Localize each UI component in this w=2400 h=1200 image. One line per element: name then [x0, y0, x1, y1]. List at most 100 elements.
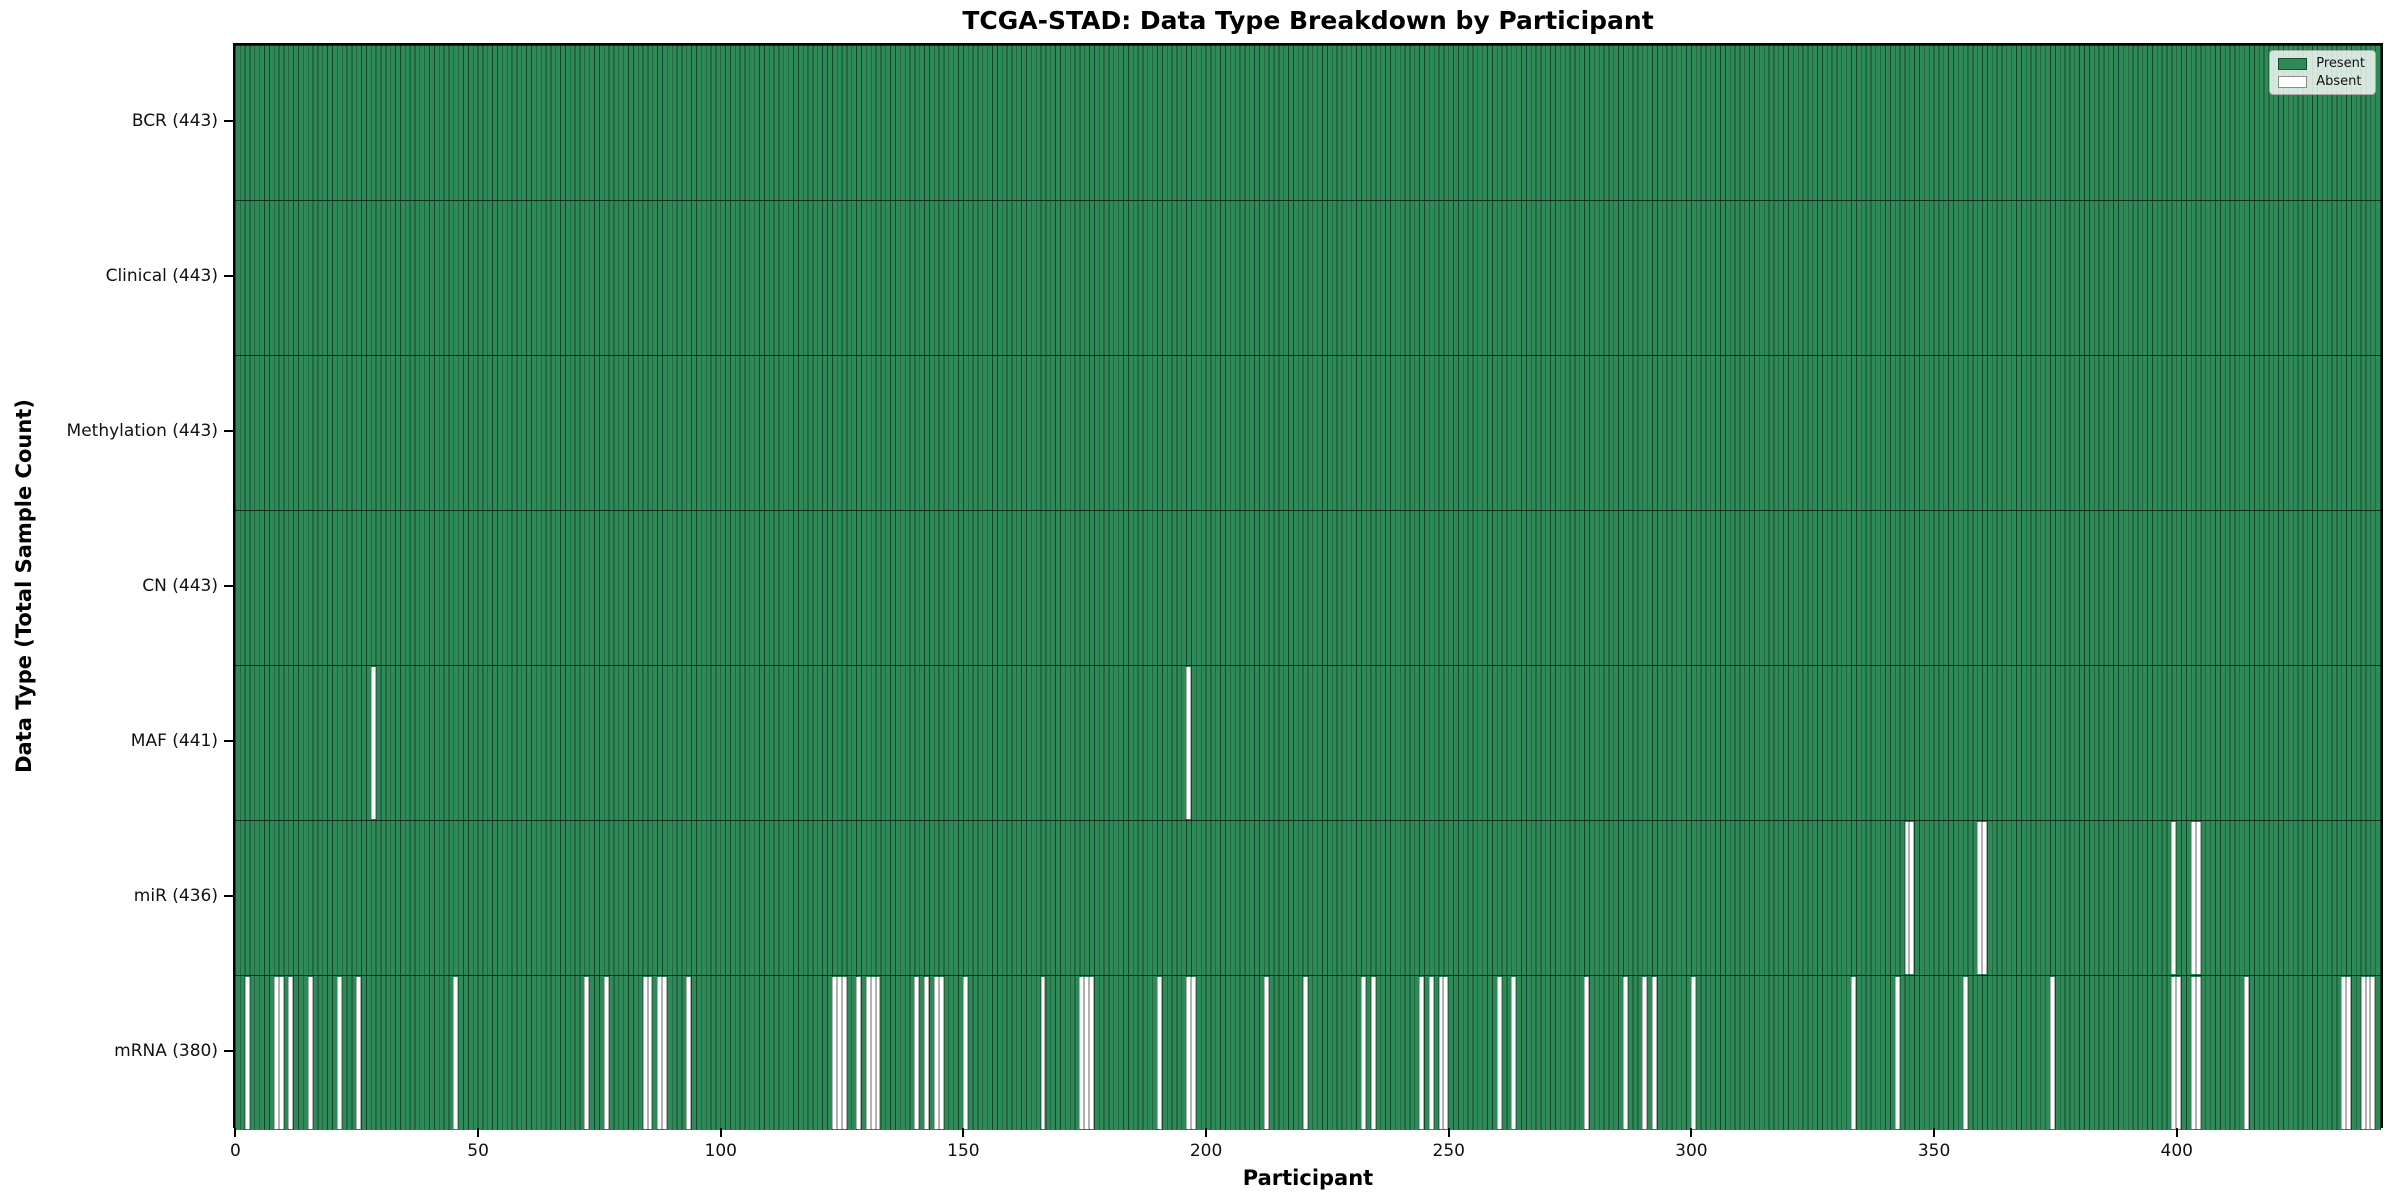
absent-cell-mrna-244: [1419, 977, 1425, 1129]
y-tick-label-maf: MAF (441): [130, 730, 218, 751]
absent-cell-mrna-374: [2050, 977, 2055, 1129]
y-tick-label-bcr: BCR (443): [131, 110, 218, 131]
absent-cell-mrna-356: [1962, 977, 1968, 1129]
x-tick-label-0: 0: [230, 1141, 241, 1161]
absent-cell-mrna-248: [1438, 977, 1444, 1129]
absent-cell-mir-359: [1977, 822, 1983, 974]
row-band-clinical: [235, 200, 2381, 355]
x-tick-label-150: 150: [947, 1141, 980, 1161]
absent-cell-mrna-196: [1186, 977, 1192, 1129]
absent-cell-mrna-435: [2346, 977, 2352, 1129]
y-tick-mark: [224, 119, 233, 122]
absent-cell-mrna-128: [856, 977, 862, 1129]
absent-cell-mrna-131: [870, 977, 876, 1129]
legend-item-absent: Absent: [2278, 75, 2365, 88]
absent-cell-mrna-45: [453, 977, 459, 1129]
absent-cell-mrna-11: [288, 977, 294, 1129]
absent-cell-mir-360: [1982, 822, 1988, 974]
row-band-cn: [235, 510, 2381, 665]
absent-cell-mrna-434: [2341, 977, 2347, 1129]
absent-cell-mrna-440: [2370, 977, 2376, 1129]
absent-cell-mrna-234: [1370, 977, 1376, 1129]
absent-cell-mrna-278: [1584, 977, 1590, 1129]
y-tick-label-mir: miR (436): [133, 885, 218, 906]
absent-cell-mrna-93: [686, 977, 692, 1129]
x-axis-label: Participant: [1242, 1166, 1374, 1190]
row-band-maf: [235, 665, 2381, 820]
plot-area: Present Absent: [233, 43, 2383, 1130]
row-band-mrna: [235, 975, 2381, 1130]
x-tick-label-200: 200: [1189, 1141, 1223, 1161]
absent-cell-mrna-246: [1428, 977, 1434, 1129]
absent-cell-mrna-130: [865, 977, 871, 1129]
absent-cell-mrna-8: [273, 977, 279, 1129]
x-tick-mark: [962, 1128, 965, 1137]
y-tick-label-clinical: Clinical (443): [105, 265, 218, 286]
absent-cell-mrna-142: [924, 977, 929, 1129]
y-tick-mark: [224, 894, 233, 897]
absent-cell-mrna-72: [584, 977, 590, 1129]
absent-cell-mrna-124: [836, 977, 842, 1129]
absent-cell-mrna-403: [2190, 977, 2196, 1129]
absent-cell-mrna-342: [1894, 977, 1900, 1129]
absent-cell-maf-196: [1186, 667, 1192, 819]
absent-cell-mrna-15: [307, 977, 313, 1129]
row-band-methylation: [235, 355, 2381, 510]
absent-cell-mrna-150: [962, 977, 968, 1129]
x-tick-mark: [719, 1128, 722, 1137]
x-tick-mark: [1205, 1128, 1208, 1137]
absent-cell-mrna-404: [2195, 977, 2201, 1129]
absent-cell-mir-403: [2190, 822, 2196, 974]
x-tick-mark: [1447, 1128, 1450, 1137]
absent-cell-mrna-176: [1089, 977, 1095, 1129]
row-band-mir: [235, 820, 2381, 975]
y-tick-mark: [224, 274, 233, 277]
absent-cell-mrna-399: [2171, 977, 2177, 1129]
y-tick-mark: [224, 1049, 233, 1052]
absent-cell-mrna-145: [938, 977, 944, 1129]
legend-label-absent: Absent: [2316, 74, 2362, 89]
absent-cell-mrna-220: [1302, 977, 1308, 1129]
absent-cell-mrna-292: [1652, 977, 1657, 1129]
absent-cell-mrna-9: [278, 977, 284, 1129]
absent-cell-mrna-197: [1191, 977, 1196, 1129]
absent-cell-mrna-439: [2365, 977, 2371, 1129]
x-tick-label-100: 100: [704, 1141, 737, 1161]
absent-cell-mrna-438: [2360, 977, 2366, 1129]
x-tick-mark: [2175, 1128, 2178, 1137]
x-tick-mark: [1933, 1128, 1936, 1137]
y-tick-mark: [224, 739, 233, 742]
absent-cell-mrna-212: [1263, 977, 1269, 1129]
x-tick-mark: [1690, 1128, 1693, 1137]
row-band-bcr: [235, 45, 2381, 200]
absent-cell-mir-345: [1909, 822, 1915, 974]
absent-cell-mrna-76: [603, 977, 609, 1129]
absent-cell-mrna-286: [1623, 977, 1628, 1129]
absent-cell-mir-344: [1904, 822, 1910, 974]
absent-cell-mrna-260: [1496, 977, 1502, 1129]
y-tick-label-mrna: mRNA (380): [114, 1040, 218, 1061]
absent-cell-mrna-21: [336, 977, 342, 1129]
absent-cell-mrna-84: [642, 977, 648, 1129]
legend: Present Absent: [2269, 50, 2376, 95]
absent-cell-mrna-88: [662, 977, 667, 1129]
absent-cell-mir-399: [2171, 822, 2177, 974]
absent-cell-mrna-249: [1443, 977, 1449, 1129]
absent-cell-maf-28: [370, 667, 376, 819]
x-tick-mark: [477, 1128, 480, 1137]
absent-cell-mir-404: [2195, 822, 2201, 974]
absent-cell-mrna-290: [1642, 977, 1648, 1129]
x-tick-label-400: 400: [2160, 1141, 2193, 1161]
absent-cell-mrna-25: [356, 977, 362, 1129]
absent-cell-mrna-87: [657, 977, 663, 1129]
absent-cell-mrna-125: [841, 977, 847, 1129]
absent-cell-mrna-263: [1511, 977, 1517, 1129]
absent-cell-mrna-174: [1079, 977, 1085, 1129]
absent-cell-mrna-414: [2244, 977, 2250, 1129]
absent-cell-mrna-333: [1851, 977, 1856, 1129]
legend-swatch-present: [2278, 57, 2308, 70]
absent-cell-mrna-400: [2176, 977, 2182, 1129]
absent-cell-mrna-85: [647, 977, 653, 1129]
absent-cell-mrna-300: [1690, 977, 1696, 1129]
